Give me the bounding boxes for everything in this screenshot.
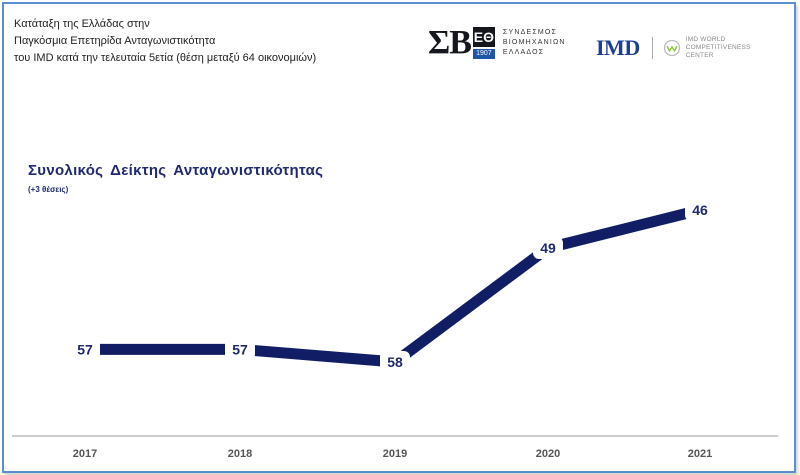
data-label: 46 bbox=[692, 202, 708, 218]
chart-subtitle: (+3 θέσεις) bbox=[28, 185, 69, 194]
chart-title: Συνολικός Δείκτης Ανταγωνιστικότητας bbox=[28, 162, 324, 179]
data-label: 58 bbox=[387, 354, 403, 370]
data-label: 57 bbox=[77, 341, 93, 357]
x-tick-label: 2020 bbox=[536, 448, 560, 460]
data-point-marker bbox=[685, 199, 715, 221]
caption-line: Κατάταξη της Ελλάδας στην bbox=[14, 18, 150, 30]
sev-logo-mark: ΣΒ bbox=[428, 24, 472, 61]
data-point-marker bbox=[533, 237, 563, 259]
sev-logo: ΣΒ ΕΘ 1907 ΣΥΝΔΕΣΜΟΣ ΒΙΟΜΗΧΑΝΙΩΝ ΕΛΛΑΔΟΣ bbox=[428, 26, 566, 60]
x-tick-label: 2021 bbox=[688, 448, 712, 460]
data-point-marker bbox=[225, 338, 255, 361]
sev-logo-box-letters: ΕΘ bbox=[472, 27, 495, 47]
data-point-marker bbox=[380, 351, 410, 373]
x-tick-label: 2019 bbox=[383, 448, 407, 460]
data-label: 57 bbox=[232, 341, 248, 357]
imd-logo: IMD IMD WORLD COMPETITIVENESS CENTER bbox=[596, 36, 750, 60]
wcc-logo-text-line: COMPETITIVENESS bbox=[685, 44, 751, 51]
series-line bbox=[85, 204, 702, 368]
caption: Κατάταξη της Ελλάδας στην Παγκόσμια Επετ… bbox=[14, 16, 316, 67]
wcc-logo-text-line: CENTER bbox=[685, 52, 714, 59]
sev-logo-text-line: ΣΥΝΔΕΣΜΟΣ bbox=[502, 29, 558, 36]
data-point-marker bbox=[70, 338, 100, 361]
caption-line: Παγκόσμια Επετηρίδα Ανταγωνιστικότητα bbox=[14, 35, 216, 47]
sev-logo-text-line: ΒΙΟΜΗΧΑΝΙΩΝ bbox=[502, 39, 566, 46]
data-label: 49 bbox=[540, 240, 556, 256]
sev-logo-year: 1907 bbox=[472, 49, 495, 59]
logo-divider bbox=[651, 37, 653, 59]
wcc-globe-icon bbox=[663, 39, 680, 57]
caption-line: του IMD κατά την τελευταία 5ετία (θέση μ… bbox=[14, 52, 317, 64]
imd-logo-word: IMD bbox=[596, 35, 640, 60]
x-tick-label: 2018 bbox=[228, 448, 252, 460]
wcc-logo-text: IMD WORLD COMPETITIVENESS CENTER bbox=[686, 36, 751, 60]
sev-logo-text: ΣΥΝΔΕΣΜΟΣ ΒΙΟΜΗΧΑΝΙΩΝ ΕΛΛΑΔΟΣ bbox=[503, 28, 566, 58]
sev-logo-text-line: ΕΛΛΑΔΟΣ bbox=[502, 49, 545, 56]
x-tick-label: 2017 bbox=[73, 448, 97, 460]
wcc-logo-text-line: IMD WORLD bbox=[685, 36, 726, 43]
sev-logo-box: ΕΘ 1907 bbox=[472, 27, 495, 59]
